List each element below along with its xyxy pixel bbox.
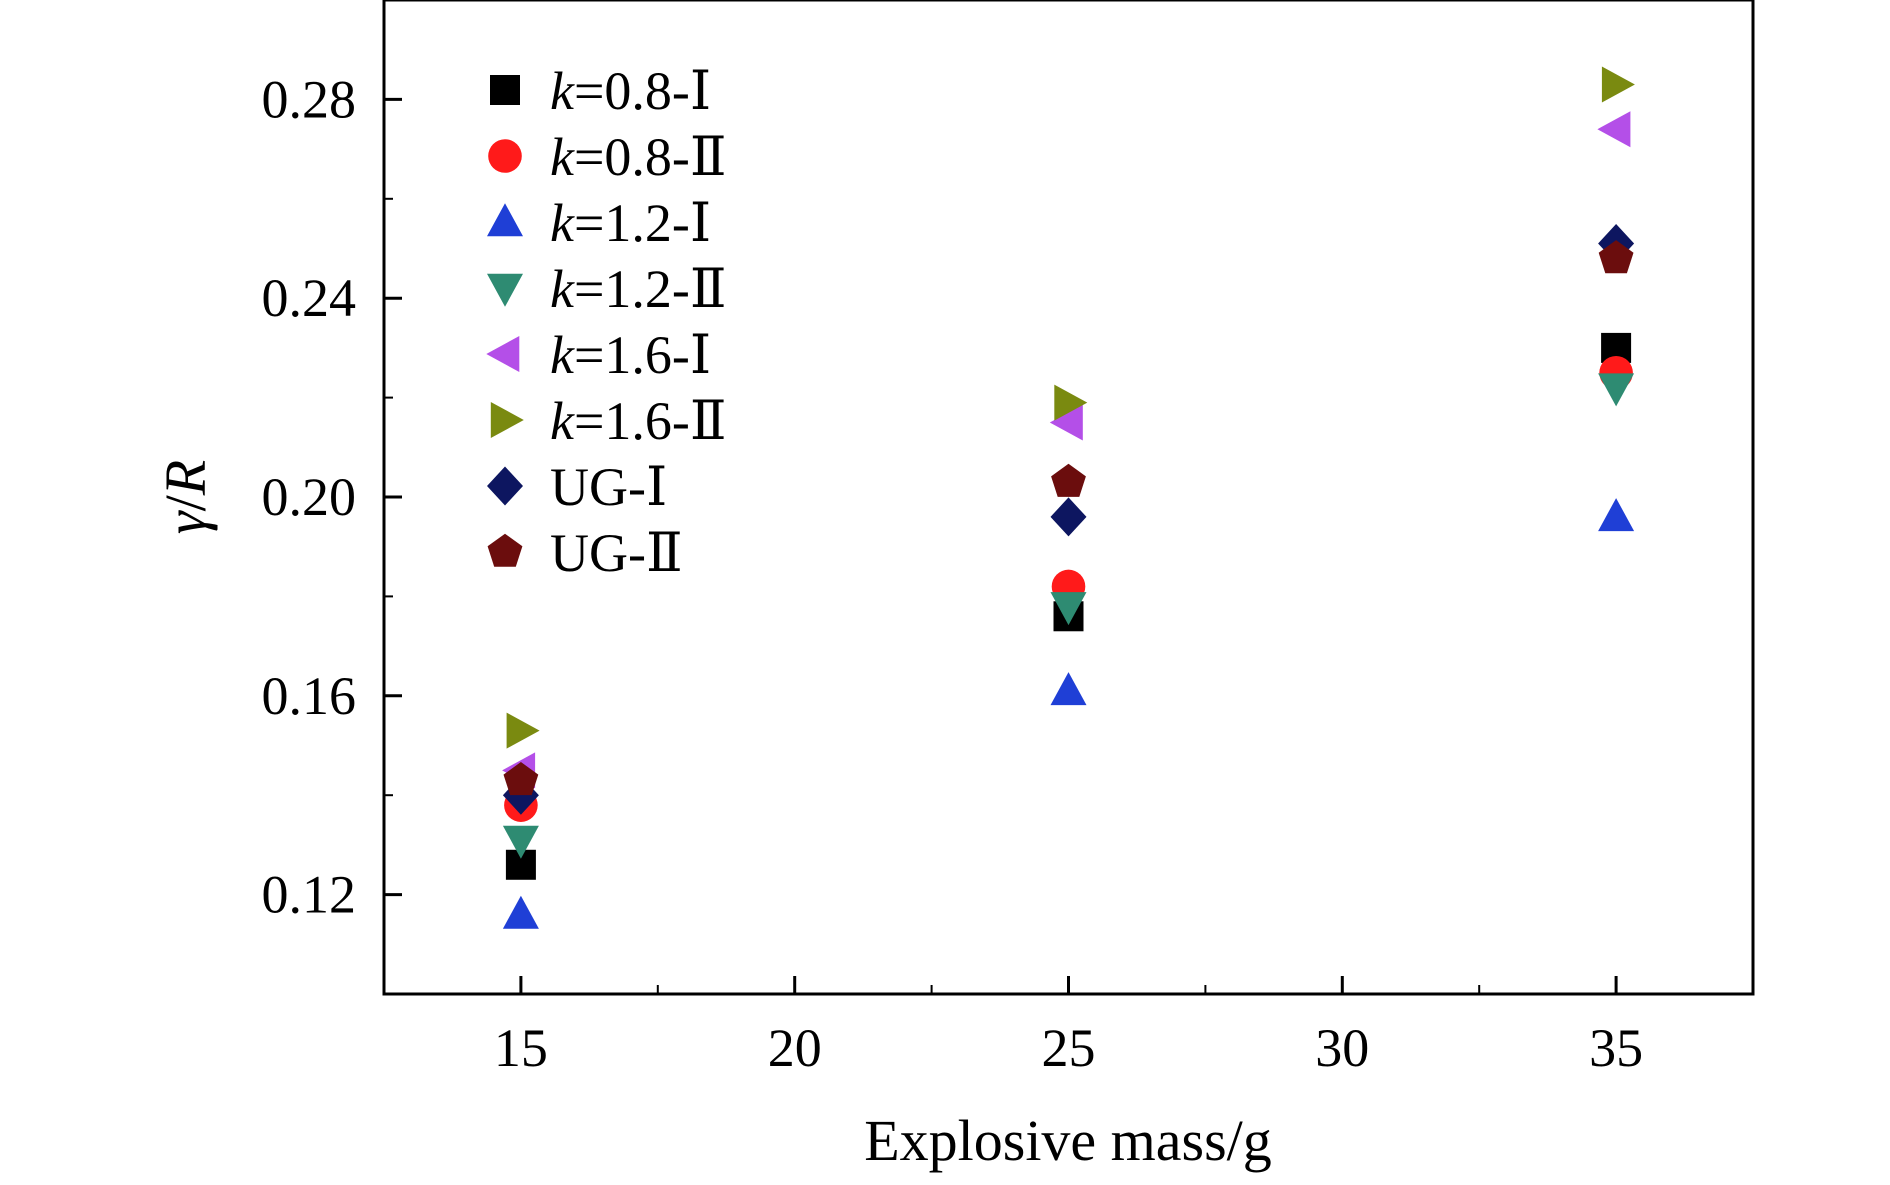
- legend-marker-0: [490, 75, 520, 105]
- y-axis-title: γ/R: [153, 460, 218, 534]
- x-tick-label-25: 25: [1042, 1018, 1096, 1078]
- legend-label-rest-2: =1.2-Ⅰ: [574, 193, 711, 253]
- legend-label-k-5: k: [550, 391, 575, 451]
- point-2-1: [1050, 672, 1087, 706]
- legend-marker-6: [487, 466, 523, 506]
- legend-marker-2: [487, 203, 523, 237]
- legend-label-k-1: k: [550, 127, 575, 187]
- legend-label-k-3: k: [550, 259, 575, 319]
- point-3-2: [1598, 373, 1635, 407]
- data-points: [502, 66, 1635, 929]
- point-6-1: [1050, 497, 1087, 537]
- y-tick-label-0.12: 0.12: [262, 865, 357, 925]
- y-tick-label-0.28: 0.28: [262, 69, 357, 129]
- point-2-2: [1598, 498, 1635, 532]
- point-4-1: [1049, 404, 1083, 441]
- legend-label-k-0: k: [550, 61, 575, 121]
- legend-label-rest-4: =1.6-Ⅰ: [574, 325, 711, 385]
- point-5-1: [1054, 384, 1088, 421]
- legend-label-1: k=0.8-Ⅱ: [550, 127, 727, 187]
- x-tick-label-30: 30: [1315, 1018, 1369, 1078]
- y-tick-label-0.20: 0.20: [262, 467, 357, 527]
- x-tick-label-15: 15: [494, 1018, 548, 1078]
- legend-label-k-2: k: [550, 193, 575, 253]
- legend-label-4: k=1.6-Ⅰ: [550, 325, 711, 385]
- legend-marker-1: [488, 139, 522, 173]
- legend-label-rest-5: =1.6-Ⅱ: [574, 391, 727, 451]
- legend-label-5: k=1.6-Ⅱ: [550, 391, 727, 451]
- legend-label-rest-6: UG-Ⅰ: [550, 457, 667, 517]
- y-tick-label-0.16: 0.16: [262, 666, 357, 726]
- legend-label-6: UG-Ⅰ: [550, 457, 667, 517]
- legend-label-7: UG-Ⅱ: [550, 523, 683, 583]
- point-7-0: [503, 762, 539, 796]
- point-7-1: [1051, 463, 1086, 497]
- x-tick-label-20: 20: [768, 1018, 822, 1078]
- legend-marker-7: [487, 533, 523, 567]
- point-5-2: [1601, 66, 1635, 103]
- x-tick-label-35: 35: [1589, 1018, 1643, 1078]
- point-3-1: [1050, 592, 1087, 626]
- legend-label-k-4: k: [550, 325, 575, 385]
- y-tick-label-0.24: 0.24: [262, 268, 357, 328]
- legend-marker-5: [490, 402, 524, 438]
- y-axis-title-var: R: [153, 460, 218, 496]
- point-4-2: [1597, 111, 1631, 148]
- legend-marker-4: [486, 336, 520, 372]
- legend-label-rest-1: =0.8-Ⅱ: [574, 127, 727, 187]
- legend-label-0: k=0.8-Ⅰ: [550, 61, 711, 121]
- legend-label-2: k=1.2-Ⅰ: [550, 193, 711, 253]
- point-7-2: [1598, 240, 1634, 274]
- y-axis-title-sep: /: [153, 494, 218, 511]
- legend-label-rest-7: UG-Ⅱ: [550, 523, 683, 583]
- point-2-0: [502, 895, 539, 929]
- legend-label-rest-3: =1.2-Ⅱ: [574, 259, 727, 319]
- x-axis-title: Explosive mass/g: [864, 1108, 1272, 1173]
- legend: k=0.8-Ⅰk=0.8-Ⅱk=1.2-Ⅰk=1.2-Ⅱk=1.6-Ⅰk=1.6…: [486, 61, 727, 583]
- y-axis-title-symbol: γ: [153, 509, 218, 534]
- x-axis: 15 20 25 30 35: [494, 976, 1643, 1078]
- legend-label-rest-0: =0.8-Ⅰ: [574, 61, 711, 121]
- point-3-0: [502, 825, 539, 859]
- legend-marker-3: [487, 273, 523, 307]
- y-axis: 0.12 0.16 0.20 0.24 0.28: [262, 69, 402, 925]
- point-5-0: [506, 712, 540, 749]
- legend-label-3: k=1.2-Ⅱ: [550, 259, 727, 319]
